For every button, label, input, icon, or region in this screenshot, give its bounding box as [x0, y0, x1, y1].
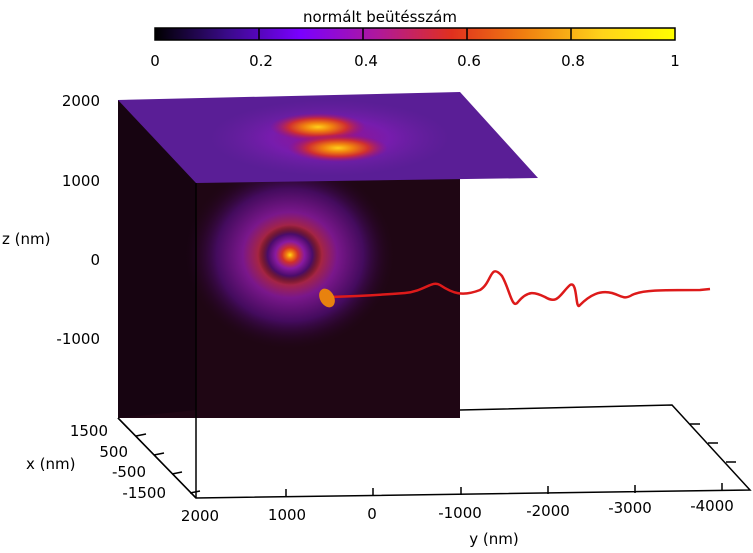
y-tick-minus-1000: -1000 — [438, 504, 482, 522]
colorbar-tick-0: 0 — [150, 52, 160, 70]
y-tick-0: 0 — [367, 505, 377, 523]
y-axis-tick-labels: 2000 1000 0 -1000 -2000 -3000 -4000 — [181, 497, 734, 525]
colorbar-tick-3: 0.6 — [457, 52, 481, 70]
colorbar-title: normált beütésszám — [303, 8, 457, 26]
colorbar-tick-labels: 0 0.2 0.4 0.6 0.8 1 — [150, 52, 680, 70]
colorbar-tick-4: 0.8 — [561, 52, 585, 70]
y-tick-1000: 1000 — [268, 506, 306, 524]
top-spot-upper — [270, 113, 366, 141]
x-tick-minus-500: -500 — [112, 463, 146, 481]
z-tick-2000: 2000 — [62, 92, 100, 110]
x-tick-1500: 1500 — [70, 422, 108, 440]
detector-spot — [258, 225, 322, 285]
right-edge-ticks — [690, 423, 736, 463]
z-axis-tick-labels: 2000 1000 0 -1000 — [56, 92, 100, 348]
colorbar-tick-marks — [258, 28, 572, 40]
x-tick-minus-1500: -1500 — [122, 484, 166, 502]
axis-frame — [117, 183, 752, 499]
colorbar-tick-5: 1 — [670, 52, 680, 70]
x-tick-500: 500 — [99, 443, 128, 461]
colorbar-tick-2: 0.4 — [354, 52, 378, 70]
colorbar-tick-1: 0.2 — [249, 52, 273, 70]
y-axis-ticks — [285, 483, 723, 497]
colorbar — [154, 27, 676, 41]
y-tick-2000: 2000 — [181, 507, 219, 525]
trajectory-line — [329, 270, 711, 308]
z-tick-1000: 1000 — [62, 172, 100, 190]
detector-panel-left-face — [118, 100, 196, 418]
y-axis-label: y (nm) — [469, 530, 518, 548]
x-axis-tick-labels: 1500 500 -500 -1500 — [70, 422, 166, 502]
y-tick-minus-2000: -2000 — [526, 502, 570, 520]
particle-marker — [319, 288, 335, 308]
z-tick-0: 0 — [90, 251, 100, 269]
y-tick-minus-3000: -3000 — [608, 499, 652, 517]
top-spot-lower — [288, 134, 388, 162]
x-axis-ticks — [135, 433, 201, 494]
z-tick-minus-1000: -1000 — [56, 330, 100, 348]
z-axis-label: z (nm) — [2, 230, 50, 248]
y-tick-minus-4000: -4000 — [690, 497, 734, 515]
x-axis-label: x (nm) — [26, 455, 75, 473]
